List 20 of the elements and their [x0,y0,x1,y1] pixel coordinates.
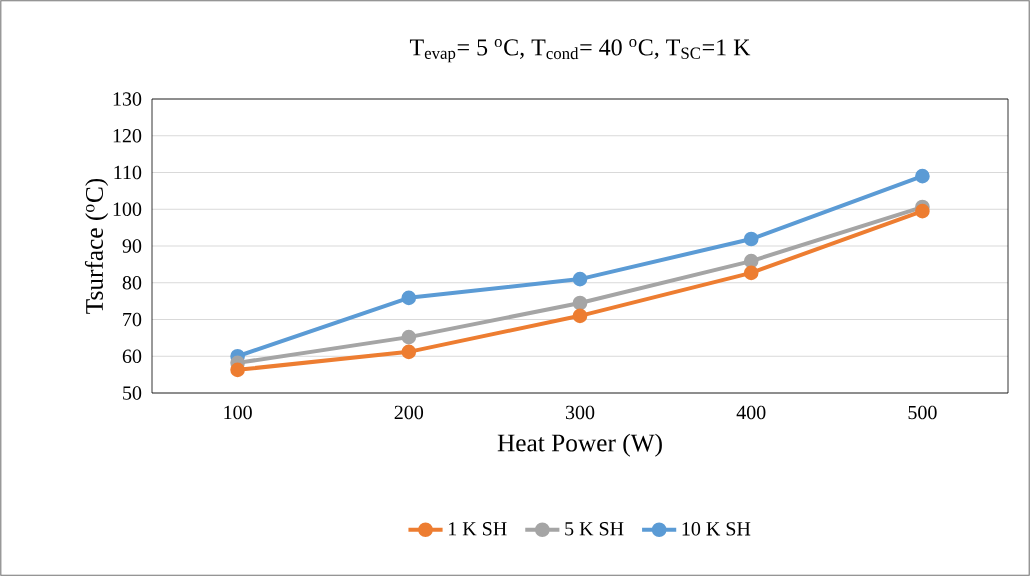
legend-label: 10 K SH [682,522,751,536]
y-tick-label: 120 [113,129,142,143]
legend-label: 1 K SH [449,522,507,536]
y-tick-label: 80 [122,276,142,290]
x-tick-label: 300 [565,405,595,420]
x-tick-label: 100 [224,405,252,420]
y-tick-label: 130 [113,92,142,106]
x-tick-label: 400 [736,405,766,420]
x-tick-label: 200 [394,405,424,420]
x-axis-title: Heat Power (W) [497,433,662,457]
y-tick-label: 60 [122,349,142,363]
y-tick-label: 90 [122,239,142,253]
y-tick-label: 50 [123,386,142,400]
y-tick-label: 100 [113,202,142,216]
x-tick-label: 500 [908,405,937,420]
legend-label: 5 K SH [565,522,624,536]
chart-title: T$_{evap}$= 5 $^{o}$C, T$_{cond}$= 40 $^{o}$C, T$_{SC}$=1 K [409,39,751,63]
y-tick-label: 70 [123,312,142,327]
y-axis-title: Tsurface ($^{o}$C) [84,178,109,314]
y-tick-label: 110 [114,165,142,180]
